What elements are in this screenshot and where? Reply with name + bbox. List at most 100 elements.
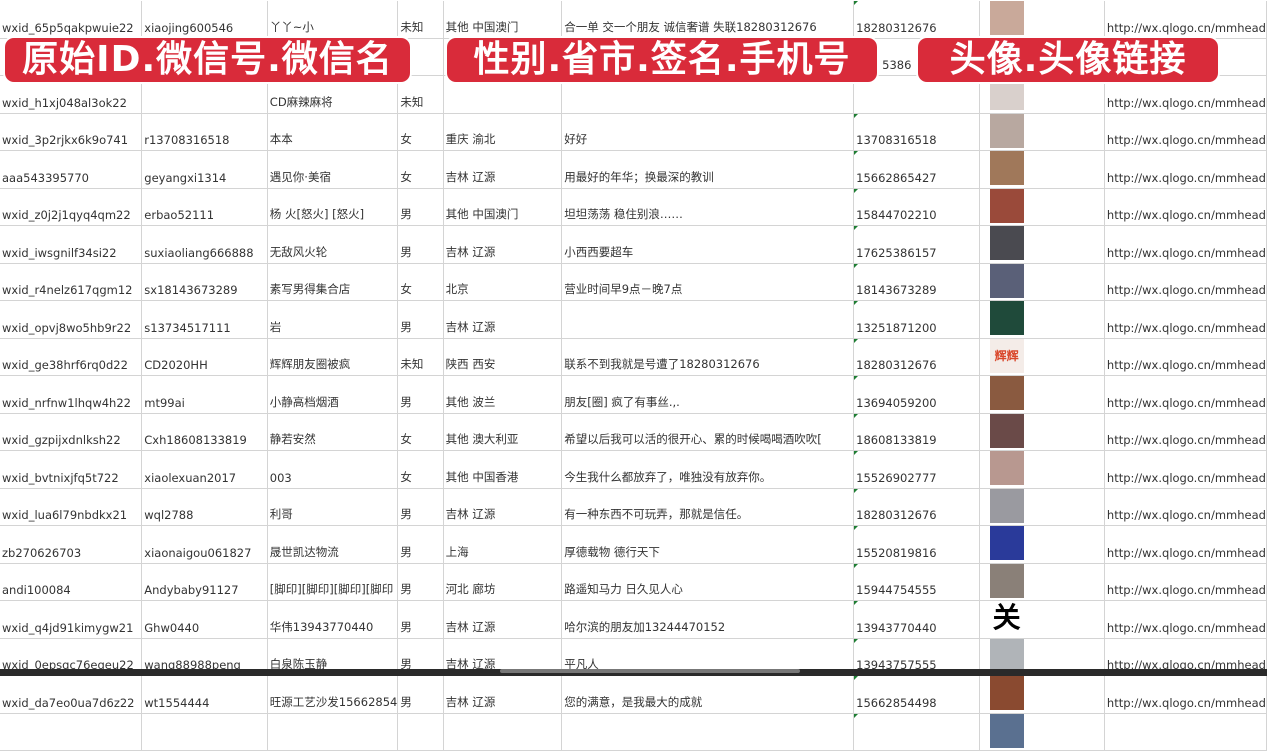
cell-wechat-name[interactable]: 杨 火[怒火] [怒火]	[267, 188, 399, 226]
cell-signature[interactable]: 厚德载物 德行天下	[561, 525, 855, 564]
cell-gender[interactable]: 未知	[397, 75, 444, 114]
cell-gender[interactable]: 男	[397, 675, 444, 714]
cell-wechat-name[interactable]: 辉辉朋友圈被疯	[267, 338, 399, 376]
cell-phone[interactable]: 13251871200	[853, 300, 980, 339]
cell-avatar[interactable]	[979, 188, 1105, 226]
cell-original-id[interactable]: wxid_iwsgnilf34si22	[0, 225, 143, 264]
cell-wechat-id[interactable]: Cxh18608133819	[141, 413, 268, 451]
cell-gender[interactable]: 女	[397, 263, 444, 301]
cell-region[interactable]: 河北 廊坊	[443, 563, 563, 601]
cell-gender[interactable]: 男	[397, 300, 444, 339]
cell-avatar[interactable]	[979, 563, 1105, 601]
cell-avatar-link[interactable]: http://wx.qlogo.cn/mmhead	[1104, 300, 1267, 339]
cell-region[interactable]: 吉林 辽源	[443, 600, 563, 639]
cell-gender[interactable]: 男	[397, 525, 444, 564]
cell-wechat-id[interactable]: wt1554444	[141, 675, 268, 714]
cell-gender[interactable]: 男	[397, 375, 444, 414]
cell-wechat-name[interactable]: [脚印][脚印][脚印][脚印	[267, 563, 399, 601]
cell-original-id[interactable]: wxid_nrfnw1lhqw4h22	[0, 375, 143, 414]
cell-gender[interactable]: 女	[397, 150, 444, 189]
cell-avatar[interactable]	[979, 488, 1105, 526]
cell-original-id[interactable]: wxid_ge38hrf6rq0d22	[0, 338, 143, 376]
cell-region[interactable]: 吉林 辽源	[443, 300, 563, 339]
cell-gender[interactable]: 男	[397, 600, 444, 639]
cell-avatar-link[interactable]: http://wx.qlogo.cn/mmhead	[1104, 488, 1267, 526]
cell-avatar-link[interactable]: http://wx.qlogo.cn/mmhead	[1104, 600, 1267, 639]
cell-avatar[interactable]	[979, 225, 1105, 264]
cell-original-id[interactable]	[0, 713, 143, 751]
cell-avatar-link[interactable]: http://wx.qlogo.cn/mmhead	[1104, 375, 1267, 414]
cell-phone[interactable]: 15662854498	[853, 675, 980, 714]
cell-gender[interactable]	[397, 713, 444, 751]
cell-wechat-id[interactable]: sx18143673289	[141, 263, 268, 301]
cell-wechat-id[interactable]: CD2020HH	[141, 338, 268, 376]
cell-region[interactable]: 其他 中国澳门	[443, 1, 563, 39]
cell-signature[interactable]: 您的满意，是我最大的成就	[561, 675, 855, 714]
cell-avatar-link[interactable]: http://wx.qlogo.cn/mmhead	[1104, 450, 1267, 489]
cell-wechat-name[interactable]: 华伟13943770440	[267, 600, 399, 639]
cell-gender[interactable]: 未知	[397, 338, 444, 376]
cell-wechat-id[interactable]: wql2788	[141, 488, 268, 526]
cell-original-id[interactable]: aaa543395770	[0, 150, 143, 189]
cell-phone[interactable]: 15844702210	[853, 188, 980, 226]
cell-wechat-name[interactable]: 003	[267, 450, 399, 489]
cell-avatar[interactable]	[979, 113, 1105, 151]
cell-signature[interactable]	[561, 713, 855, 751]
cell-gender[interactable]: 男	[397, 563, 444, 601]
cell-phone[interactable]: 17625386157	[853, 225, 980, 264]
cell-avatar-link[interactable]: http://wx.qlogo.cn/mmhead	[1104, 525, 1267, 564]
cell-avatar[interactable]	[979, 375, 1105, 414]
cell-original-id[interactable]: zb270626703	[0, 525, 143, 564]
cell-wechat-id[interactable]: s13734517111	[141, 300, 268, 339]
cell-phone[interactable]: 18143673289	[853, 263, 980, 301]
cell-gender[interactable]: 未知	[397, 1, 444, 39]
cell-signature[interactable]: 合一单 交一个朋友 诚信奢谱 失联18280312676	[561, 1, 855, 39]
cell-region[interactable]: 其他 中国澳门	[443, 188, 563, 226]
cell-gender[interactable]: 男	[397, 488, 444, 526]
cell-region[interactable]: 陕西 西安	[443, 338, 563, 376]
cell-region[interactable]: 吉林 辽源	[443, 225, 563, 264]
cell-phone[interactable]	[853, 713, 980, 751]
cell-avatar[interactable]	[979, 413, 1105, 451]
cell-wechat-name[interactable]: 素写男得集合店	[267, 263, 399, 301]
cell-phone[interactable]: 18280312676	[853, 488, 980, 526]
cell-phone[interactable]: 15526902777	[853, 450, 980, 489]
cell-gender[interactable]: 女	[397, 413, 444, 451]
cell-wechat-name[interactable]: 利哥	[267, 488, 399, 526]
cell-wechat-id[interactable]: erbao52111	[141, 188, 268, 226]
cell-region[interactable]: 吉林 辽源	[443, 675, 563, 714]
cell-signature[interactable]: 坦坦荡荡 稳住别浪……	[561, 188, 855, 226]
cell-signature[interactable]: 路遥知马力 日久见人心	[561, 563, 855, 601]
cell-gender[interactable]: 女	[397, 450, 444, 489]
cell-wechat-name[interactable]	[267, 713, 399, 751]
cell-avatar[interactable]	[979, 713, 1105, 751]
cell-avatar[interactable]	[979, 525, 1105, 564]
cell-signature[interactable]: 有一种东西不可玩弄，那就是信任。	[561, 488, 855, 526]
cell-phone[interactable]: 13708316518	[853, 113, 980, 151]
cell-avatar-link[interactable]: http://wx.qlogo.cn/mmhead	[1104, 338, 1267, 376]
cell-avatar[interactable]	[979, 300, 1105, 339]
cell-wechat-id[interactable]: mt99ai	[141, 375, 268, 414]
cell-region[interactable]: 吉林 辽源	[443, 488, 563, 526]
cell-avatar-link[interactable]: http://wx.qlogo.cn/mmhead	[1104, 563, 1267, 601]
cell-original-id[interactable]: wxid_lua6l79nbdkx21	[0, 488, 143, 526]
cell-original-id[interactable]: wxid_opvj8wo5hb9r22	[0, 300, 143, 339]
cell-wechat-name[interactable]: 晟世凯达物流	[267, 525, 399, 564]
cell-region[interactable]: 北京	[443, 263, 563, 301]
cell-original-id[interactable]: wxid_da7eo0ua7d6z22	[0, 675, 143, 714]
cell-phone[interactable]: 13943770440	[853, 600, 980, 639]
cell-avatar[interactable]	[979, 1, 1105, 39]
cell-phone[interactable]: 15944754555	[853, 563, 980, 601]
cell-wechat-id[interactable]: Ghw0440	[141, 600, 268, 639]
cell-signature[interactable]: 营业时间早9点－晚7点	[561, 263, 855, 301]
cell-avatar-link[interactable]: http://wx.qlogo.cn/mmhead	[1104, 225, 1267, 264]
cell-wechat-name[interactable]: 旺源工艺沙发15662854	[267, 675, 399, 714]
cell-wechat-name[interactable]: 静若安然	[267, 413, 399, 451]
cell-phone[interactable]: 18280312676	[853, 338, 980, 376]
cell-region[interactable]	[443, 713, 563, 751]
cell-avatar[interactable]	[979, 263, 1105, 301]
cell-signature[interactable]: 小西西要超车	[561, 225, 855, 264]
cell-wechat-name[interactable]: 丫丫~小	[267, 1, 399, 39]
cell-avatar[interactable]	[979, 675, 1105, 714]
cell-original-id[interactable]: wxid_z0j2j1qyq4qm22	[0, 188, 143, 226]
